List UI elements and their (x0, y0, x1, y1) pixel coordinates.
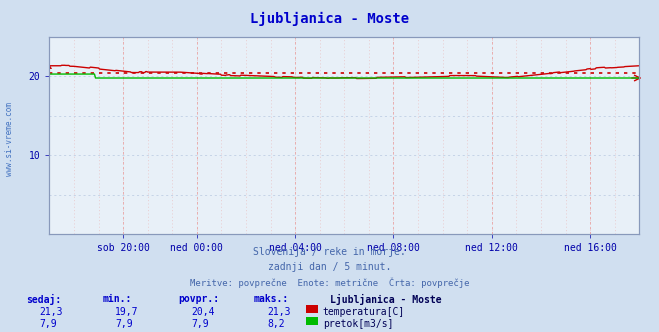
Text: Ljubljanica - Moste: Ljubljanica - Moste (330, 294, 441, 305)
Text: www.si-vreme.com: www.si-vreme.com (5, 103, 14, 176)
Text: povpr.:: povpr.: (178, 294, 219, 304)
Text: 7,9: 7,9 (40, 319, 57, 329)
Text: temperatura[C]: temperatura[C] (323, 307, 405, 317)
Text: 21,3: 21,3 (40, 307, 63, 317)
Text: 7,9: 7,9 (191, 319, 209, 329)
Text: Meritve: povprečne  Enote: metrične  Črta: povprečje: Meritve: povprečne Enote: metrične Črta:… (190, 277, 469, 288)
Text: zadnji dan / 5 minut.: zadnji dan / 5 minut. (268, 262, 391, 272)
Text: 20,4: 20,4 (191, 307, 215, 317)
Text: pretok[m3/s]: pretok[m3/s] (323, 319, 393, 329)
Text: 8,2: 8,2 (267, 319, 285, 329)
Text: Slovenija / reke in morje.: Slovenija / reke in morje. (253, 247, 406, 257)
Text: sedaj:: sedaj: (26, 294, 61, 305)
Text: 7,9: 7,9 (115, 319, 133, 329)
Text: maks.:: maks.: (254, 294, 289, 304)
Text: Ljubljanica - Moste: Ljubljanica - Moste (250, 12, 409, 26)
Text: 19,7: 19,7 (115, 307, 139, 317)
Text: 21,3: 21,3 (267, 307, 291, 317)
Text: min.:: min.: (102, 294, 132, 304)
